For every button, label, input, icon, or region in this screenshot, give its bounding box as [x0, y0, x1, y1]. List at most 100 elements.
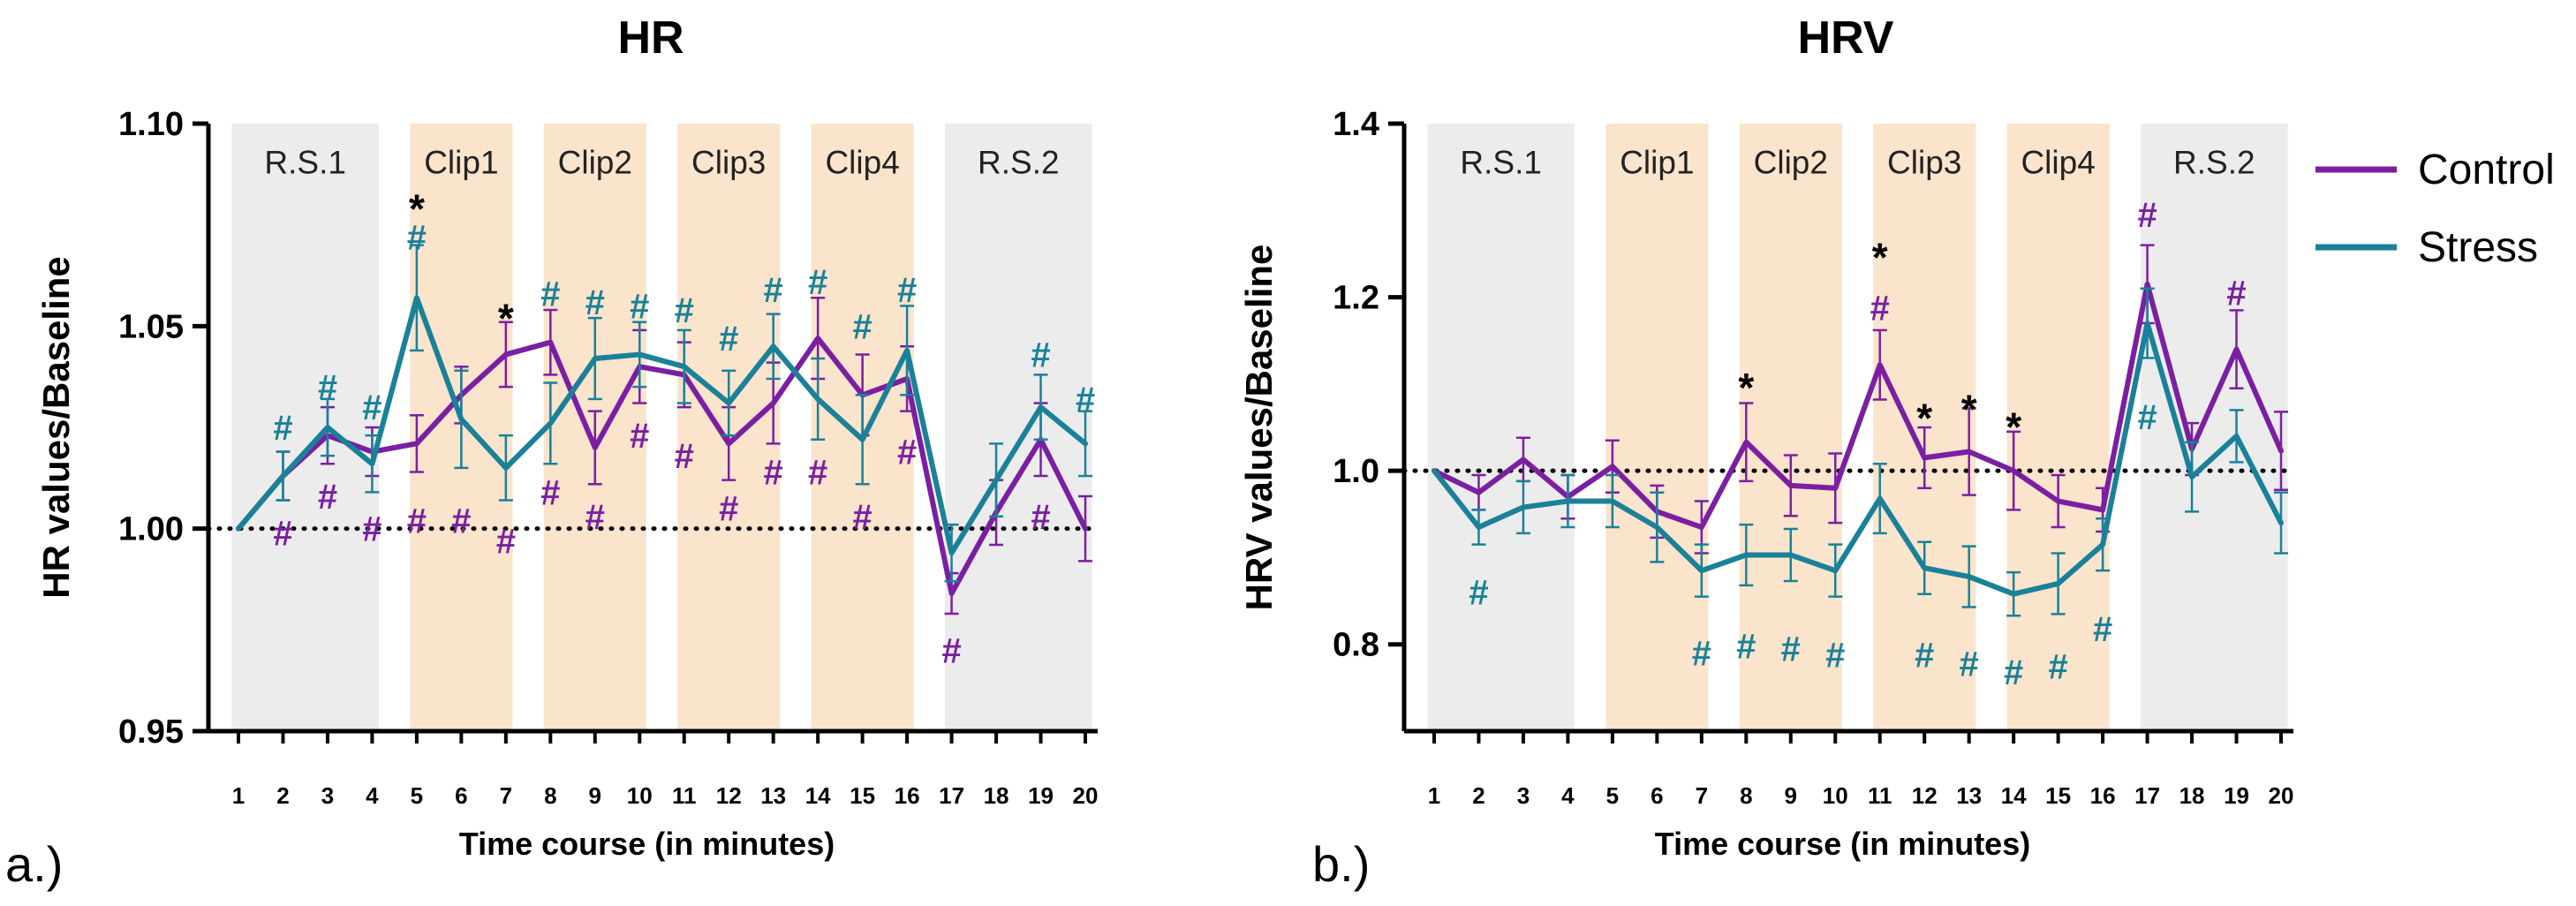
x-tick-label: 20 [2269, 782, 2294, 809]
significance-hash-control: # [764, 453, 783, 492]
significance-hash-control: # [941, 631, 961, 670]
phase-label: R.S.2 [978, 144, 1060, 180]
significance-hash-stress: # [1692, 635, 1711, 674]
significance-hash-control: # [630, 417, 649, 456]
x-tick-label: 17 [2134, 782, 2160, 809]
phase-label: Clip1 [1620, 144, 1694, 180]
phase-band-rs1 [231, 124, 379, 731]
significance-hash-control: # [897, 434, 917, 472]
significance-hash-stress: # [1736, 628, 1756, 667]
x-tick-label: 6 [455, 782, 467, 809]
x-tick-label: 11 [672, 782, 697, 809]
x-tick-label: 4 [1561, 782, 1575, 809]
significance-hash-control: # [318, 478, 337, 517]
phase-label: R.S.1 [264, 144, 346, 180]
panel-label: a.) [5, 836, 63, 892]
significance-hash-control: # [585, 498, 605, 537]
series-line-control [236, 336, 1088, 597]
x-tick-label: 15 [850, 782, 875, 809]
phase-label: Clip2 [1754, 144, 1828, 180]
phase-band-clip2 [1739, 124, 1842, 731]
phase-label: Clip4 [825, 144, 899, 180]
significance-hash-stress: # [273, 409, 292, 448]
significance-hash-stress: # [318, 368, 337, 407]
x-tick-label: 7 [1696, 782, 1708, 809]
y-axis-label: HR values/Baseline [35, 256, 77, 599]
x-tick-label: 8 [544, 782, 556, 809]
phase-label: R.S.2 [2173, 144, 2255, 180]
legend-stress-label: Stress [2418, 224, 2538, 271]
significance-hash-stress: # [407, 218, 427, 257]
significance-hash-control: # [2226, 275, 2246, 313]
significance-hash-control: # [451, 502, 471, 540]
y-tick-label: 1.0 [1333, 453, 1379, 490]
legend-control-label: Control [2418, 147, 2555, 193]
significance-star: * [1916, 395, 1932, 441]
x-tick-label: 1 [232, 782, 245, 809]
y-tick-label: 1.2 [1333, 280, 1379, 317]
y-tick-label: 1.05 [118, 308, 184, 345]
significance-hash-stress: # [675, 291, 694, 330]
significance-hash-stress: # [2093, 610, 2112, 649]
significance-hash-control: # [496, 522, 516, 561]
x-tick-label: 15 [2045, 782, 2071, 809]
x-tick-label: 14 [805, 782, 831, 809]
panel-b-hrv-chart: R.S.1 Clip1 Clip2 Clip3 Clip4 R.S.2 0.8 1.0 1.2 1… [1238, 12, 2294, 892]
significance-hash-stress: # [1960, 645, 1979, 683]
y-axis-label: HRV values/Baseline [1238, 245, 1280, 611]
x-tick-label: 1 [1428, 782, 1440, 809]
x-tick-label: 13 [1956, 782, 1982, 809]
chart-title: HRV [1798, 12, 1894, 64]
significance-star: * [409, 186, 425, 232]
significance-hash-stress: # [808, 263, 827, 302]
x-tick-label: 20 [1073, 782, 1099, 809]
significance-hash-stress: # [1031, 336, 1050, 374]
significance-star: * [2006, 404, 2021, 449]
significance-hash-stress: # [585, 283, 605, 322]
phase-label: Clip4 [2021, 144, 2095, 180]
significance-hash-stress: # [764, 271, 783, 310]
significance-hash-stress: # [630, 287, 649, 326]
series-line-stress [1432, 321, 2284, 597]
phase-label: Clip2 [558, 144, 632, 180]
significance-hash-control: # [675, 437, 694, 476]
x-tick-label: 3 [1517, 782, 1530, 809]
x-axis-label: Time course (in minutes) [1655, 826, 2030, 862]
significance-hash-stress: # [897, 271, 917, 310]
series-line-stress [236, 295, 1088, 556]
series-stress: # # # # # # # # # # # # # # # [236, 218, 1095, 583]
significance-hash-control: # [407, 502, 427, 540]
significance-hash-control: # [273, 514, 292, 553]
phase-label: Clip3 [691, 144, 766, 180]
significance-hash-stress: # [1469, 574, 1488, 613]
legend: Control Stress [2315, 147, 2555, 271]
x-tick-label: 19 [1028, 782, 1054, 809]
panel-label: b.) [1312, 836, 1370, 892]
x-tick-label: 10 [627, 782, 653, 809]
x-tick-label: 11 [1868, 782, 1892, 809]
x-tick-label: 18 [2179, 782, 2205, 809]
x-tick-label: 7 [500, 782, 512, 809]
x-tick-label: 17 [939, 782, 964, 809]
significance-hash-control: # [853, 498, 873, 537]
significance-hash-control: # [362, 510, 381, 549]
significance-hash-stress: # [362, 389, 381, 427]
significance-star: * [498, 295, 514, 341]
x-tick-label: 8 [1740, 782, 1752, 809]
significance-hash-control: # [1031, 498, 1050, 537]
significance-hash-stress: # [853, 307, 873, 346]
y-tick-label: 1.4 [1333, 106, 1379, 143]
significance-hash-stress: # [1915, 637, 1934, 676]
x-tick-label: 12 [1912, 782, 1938, 809]
x-tick-label: 2 [1472, 782, 1484, 809]
phase-label: Clip1 [424, 144, 498, 180]
series-control: # # # # # # # # # # # # # # # # # [236, 296, 1092, 670]
phase-label: R.S.1 [1460, 144, 1542, 180]
x-tick-label: 14 [2001, 782, 2027, 809]
phase-label: Clip3 [1887, 144, 1961, 180]
significance-hash-stress: # [2004, 653, 2023, 692]
x-tick-label: 5 [411, 782, 423, 809]
x-tick-label: 16 [2090, 782, 2116, 809]
